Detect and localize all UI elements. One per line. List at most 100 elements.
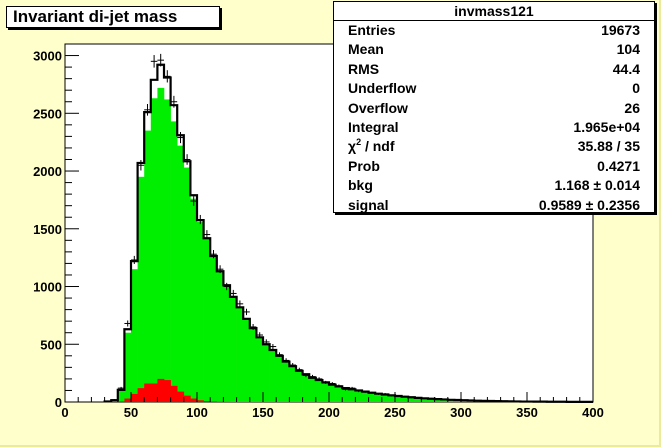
signal-bar [203, 401, 211, 402]
stats-box: invmass121 Entries 19673 Mean 104 RMS 44.4 … [333, 1, 655, 213]
signal-bar [150, 383, 158, 402]
signal-bar [170, 385, 178, 402]
stats-value: 35.88 / 35 [577, 138, 640, 155]
bkg-bar [124, 332, 132, 402]
histogram-title: Invariant di-jet mass [6, 6, 220, 28]
bkg-bar [243, 318, 251, 402]
y-tick-label: 2500 [33, 106, 62, 121]
x-tick-label: 350 [516, 405, 538, 420]
stats-row-rms: RMS 44.4 [334, 60, 654, 79]
signal-bar [131, 393, 138, 402]
y-tick-label: 1000 [33, 280, 62, 295]
stats-row-prob: Prob 0.4271 [334, 157, 654, 176]
stats-row-entries: Entries 19673 [334, 21, 654, 40]
y-tick-label: 1500 [33, 222, 62, 237]
stats-row-mean: Mean 104 [334, 40, 654, 59]
x-tick-label: 400 [582, 405, 604, 420]
signal-bar [197, 400, 204, 402]
chi-exponent: 2 [356, 137, 362, 148]
bkg-bar [269, 350, 277, 402]
bkg-bar [434, 399, 442, 402]
x-tick-label: 300 [450, 405, 472, 420]
signal-bar [144, 383, 152, 402]
bkg-bar [421, 398, 429, 402]
bkg-bar [348, 389, 356, 402]
bkg-bar [375, 393, 383, 402]
stats-value: 44.4 [612, 60, 640, 77]
bkg-bar [289, 366, 297, 402]
stats-label: Overflow [348, 99, 408, 116]
bkg-bar [441, 399, 449, 402]
stats-row-chi2: χ2 / ndf 35.88 / 35 [334, 137, 654, 156]
bkg-bar [210, 256, 218, 402]
stats-row-overflow: Overflow 26 [334, 99, 654, 118]
bkg-bar [296, 370, 303, 402]
bkg-bar [355, 390, 363, 402]
signal-bar [137, 388, 145, 402]
signal-bar [124, 398, 132, 402]
stats-row-signal: signal 0.9589 ± 0.2356 [334, 196, 654, 215]
bkg-bar [249, 328, 257, 402]
bkg-bar [216, 271, 224, 402]
bkg-bar [263, 344, 270, 402]
stats-label: bkg [348, 177, 373, 194]
bkg-bar [230, 296, 237, 402]
stats-label: Prob [348, 157, 380, 174]
stats-label: Underflow [348, 80, 417, 97]
ndf-label: / ndf [361, 138, 395, 155]
stats-value: 0.9589 ± 0.2356 [538, 196, 640, 213]
bkg-bar [150, 98, 158, 403]
stats-value: 26 [624, 99, 640, 116]
stats-label: χ2 / ndf [348, 137, 395, 156]
bkg-bar [203, 239, 211, 402]
bkg-bar [395, 395, 402, 402]
bkg-bar [408, 397, 416, 402]
bkg-bar [256, 337, 264, 402]
bkg-bar [190, 198, 198, 402]
bkg-bar [144, 130, 152, 402]
stats-value: 104 [616, 41, 640, 58]
bkg-bar [329, 384, 336, 402]
bkg-bar [401, 396, 409, 402]
stats-value: 0.4271 [597, 157, 640, 174]
signal-bar [117, 401, 125, 402]
bkg-bar [164, 99, 171, 403]
bkg-bar [183, 167, 191, 402]
x-tick-label: 150 [252, 405, 274, 420]
bkg-bar [362, 391, 369, 402]
bkg-bar [131, 269, 138, 402]
y-tick-label: 500 [40, 337, 62, 352]
bkg-bar [117, 390, 125, 402]
signal-bar [164, 380, 171, 402]
stats-value: 19673 [601, 22, 640, 38]
x-tick-label: 0 [61, 405, 68, 420]
stats-name: invmass121 [334, 2, 654, 21]
bkg-bar [381, 394, 389, 402]
y-tick-label: 2000 [33, 164, 62, 179]
bkg-bar [170, 121, 178, 402]
bkg-bar [322, 382, 330, 402]
y-tick-label: 0 [55, 395, 62, 410]
stats-value: 0 [632, 80, 640, 97]
stats-row-bkg: bkg 1.168 ± 0.014 [334, 176, 654, 195]
stats-label: RMS [348, 60, 380, 77]
stats-label: Mean [348, 41, 384, 58]
stats-label: Entries [348, 22, 396, 38]
stats-label: Integral [348, 118, 399, 135]
bkg-bar [282, 361, 290, 402]
stats-value: 1.965e+04 [573, 118, 640, 135]
bkg-bar [428, 398, 435, 402]
bkg-bar [223, 285, 231, 402]
y-tick-label: 3000 [33, 49, 62, 64]
bkg-bar [368, 392, 376, 402]
bkg-bar [388, 395, 396, 402]
stats-row-underflow: Underflow 0 [334, 79, 654, 98]
bkg-bar [236, 307, 244, 402]
bkg-bar [137, 176, 145, 402]
x-tick-label: 100 [186, 405, 208, 420]
signal-bar [157, 378, 165, 402]
bkg-bar [309, 377, 317, 402]
chi-symbol: χ [348, 138, 357, 155]
bkg-bar [335, 386, 343, 402]
